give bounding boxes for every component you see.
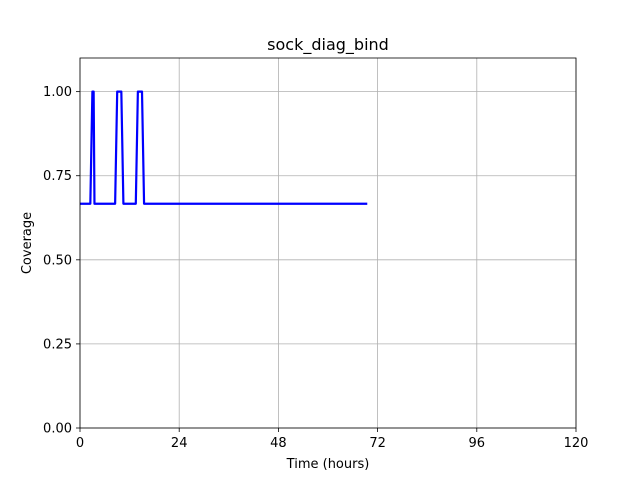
x-tick-label: 24 [171,436,188,451]
series-line [80,90,368,205]
plot-frame [79,57,577,429]
series-layer [80,90,368,205]
plot-area [80,58,576,428]
chart-title: sock_diag_bind [267,35,389,55]
x-tick-label: 48 [270,436,287,451]
y-tick-label: 0.00 [43,422,72,437]
x-tick-label: 96 [469,436,486,451]
y-tick-label: 0.25 [43,337,72,352]
x-axis-label: Time (hours) [286,457,370,472]
y-axis-label: Coverage [20,212,35,274]
grid-lines [79,58,577,429]
x-tick-label: 72 [369,436,386,451]
axis-ticks: 0 24 48 72 96 120 0.00 0.25 0.50 0.75 1.00 [43,85,588,451]
y-tick-label: 1.00 [43,85,72,100]
x-tick-label: 120 [564,436,589,451]
x-tick-label: 0 [76,436,84,451]
y-tick-label: 0.50 [43,253,72,268]
y-tick-label: 0.75 [43,169,72,184]
